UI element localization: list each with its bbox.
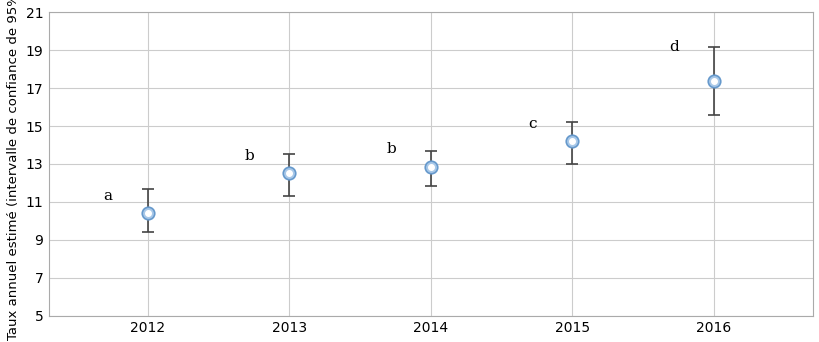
Y-axis label: Taux annuel estimé (intervalle de confiance de 95%): Taux annuel estimé (intervalle de confia… [7, 0, 20, 340]
Text: c: c [528, 117, 536, 131]
Text: b: b [245, 149, 255, 163]
Text: a: a [104, 189, 112, 203]
Text: b: b [386, 142, 396, 156]
Text: d: d [668, 40, 678, 54]
